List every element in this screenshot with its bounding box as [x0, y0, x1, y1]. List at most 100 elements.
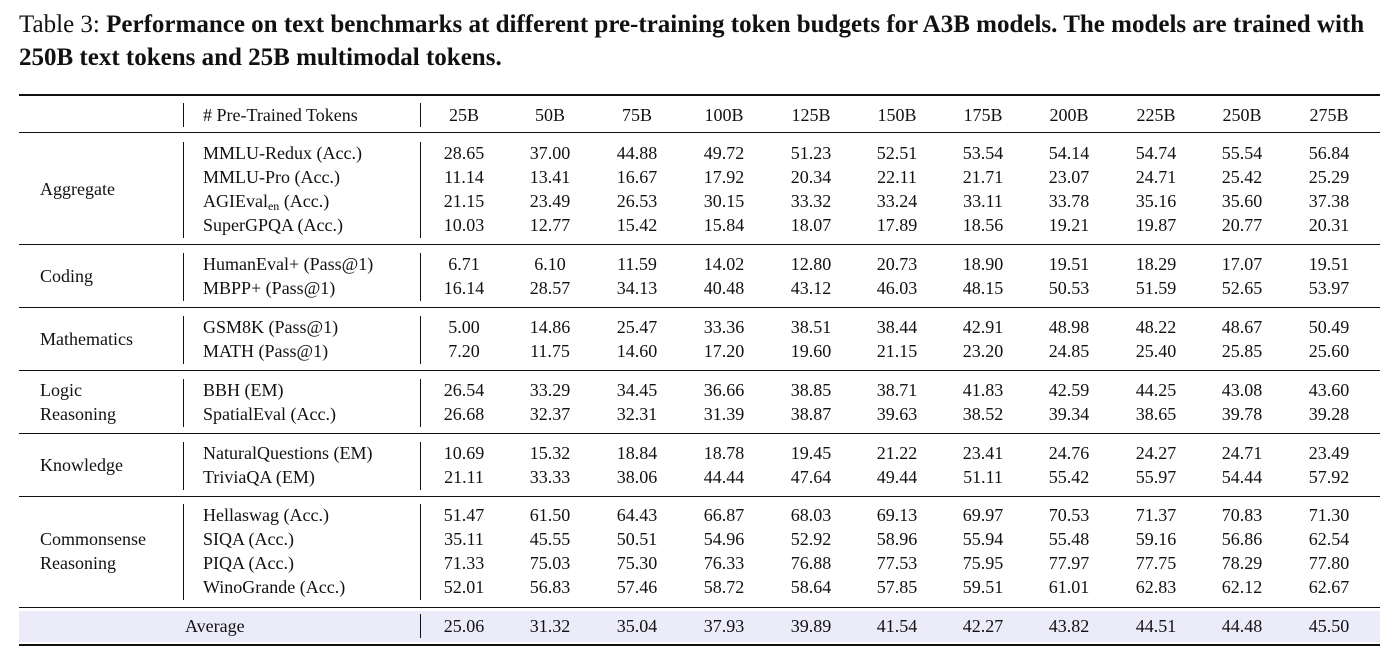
category-label: Coding — [40, 266, 94, 286]
table-cell: 55.54 — [1221, 143, 1263, 163]
table-cell: 38.51 — [790, 317, 832, 337]
table-cell: 20.77 — [1221, 215, 1263, 235]
header-separator-right — [420, 103, 421, 127]
table-cell: 39.78 — [1221, 404, 1263, 424]
table-cell: 24.85 — [1048, 341, 1090, 361]
table-cell: 78.29 — [1221, 553, 1263, 573]
table-cell: 40.48 — [703, 278, 745, 298]
table-cell: 37.00 — [529, 143, 571, 163]
table-cell: 36.66 — [703, 380, 745, 400]
table-cell: 14.02 — [703, 254, 745, 274]
header-budget: 100B — [704, 105, 744, 125]
table-cell: 38.85 — [790, 380, 832, 400]
table-cell: 54.96 — [703, 529, 745, 549]
table-cell: 55.94 — [962, 529, 1004, 549]
table-cell: 25.85 — [1221, 341, 1263, 361]
table-cell: 33.24 — [876, 191, 918, 211]
table-cell: 23.49 — [1308, 443, 1350, 463]
metric-name: SpatialEval (Acc.) — [203, 404, 336, 424]
table-cell: 75.03 — [529, 553, 571, 573]
table-cell: 43.12 — [790, 278, 832, 298]
table-cell: 44.25 — [1135, 380, 1177, 400]
table-cell: 38.71 — [876, 380, 918, 400]
table-cell: 64.43 — [616, 505, 658, 525]
group-separator-left — [183, 442, 184, 490]
header-budget: 75B — [621, 105, 652, 125]
table-cell: 45.55 — [529, 529, 571, 549]
table-cell: 53.54 — [962, 143, 1004, 163]
metric-label: MATH (Pass@1) — [203, 339, 328, 363]
table-cell: 62.67 — [1308, 577, 1350, 597]
table-cell: 35.60 — [1221, 191, 1263, 211]
table-cell: 7.20 — [448, 341, 480, 361]
average-cell: 45.50 — [1308, 616, 1350, 636]
table-cell: 52.51 — [876, 143, 918, 163]
group-rule — [19, 496, 1380, 497]
metric-label: BBH (EM) — [203, 378, 284, 402]
group-separator-left — [183, 504, 184, 600]
table-cell: 24.76 — [1048, 443, 1090, 463]
table-cell: 39.28 — [1308, 404, 1350, 424]
table-cell: 35.11 — [444, 529, 484, 549]
table-cell: 33.78 — [1048, 191, 1090, 211]
table-cell: 38.52 — [962, 404, 1004, 424]
table-cell: 61.50 — [529, 505, 571, 525]
table-cell: 19.45 — [790, 443, 832, 463]
table-cell: 13.41 — [529, 167, 571, 187]
table-cell: 52.65 — [1221, 278, 1263, 298]
table-cell: 61.01 — [1048, 577, 1090, 597]
metric-name: AGIEval — [203, 191, 268, 211]
table-cell: 23.49 — [529, 191, 571, 211]
table-cell: 39.63 — [876, 404, 918, 424]
metric-name: PIQA (Acc.) — [203, 553, 294, 573]
table-cell: 19.51 — [1308, 254, 1350, 274]
table-cell: 31.39 — [703, 404, 745, 424]
table-cell: 54.74 — [1135, 143, 1177, 163]
table-cell: 38.87 — [790, 404, 832, 424]
metric-label: Hellaswag (Acc.) — [203, 503, 329, 527]
group-rule — [19, 607, 1380, 608]
average-cell: 39.89 — [790, 616, 832, 636]
table-cell: 26.68 — [443, 404, 485, 424]
table-cell: 48.15 — [962, 278, 1004, 298]
metric-name: WinoGrande (Acc.) — [203, 577, 346, 597]
category-label: Mathematics — [40, 329, 133, 349]
average-separator — [420, 614, 421, 638]
table-cell: 76.88 — [790, 553, 832, 573]
table-cell: 10.03 — [443, 215, 485, 235]
header-budget: 275B — [1309, 105, 1349, 125]
table-cell: 44.88 — [616, 143, 658, 163]
metric-subscript: en — [267, 199, 280, 213]
table-cell: 75.95 — [962, 553, 1004, 573]
table-cell: 77.97 — [1048, 553, 1090, 573]
table-cell: 33.29 — [529, 380, 571, 400]
table-cell: 18.90 — [962, 254, 1004, 274]
table-cell: 34.13 — [616, 278, 658, 298]
table-cell: 14.86 — [529, 317, 571, 337]
table-cell: 12.80 — [790, 254, 832, 274]
average-cell: 31.32 — [529, 616, 571, 636]
metric-name: SIQA (Acc.) — [203, 529, 294, 549]
table-cell: 17.07 — [1221, 254, 1263, 274]
table-cell: 58.64 — [790, 577, 832, 597]
table-cell: 75.30 — [616, 553, 658, 573]
category-label: Aggregate — [40, 179, 115, 199]
table-cell: 5.00 — [448, 317, 480, 337]
table-cell: 66.87 — [703, 505, 745, 525]
metric-label: NaturalQuestions (EM) — [203, 441, 372, 465]
table-cell: 77.80 — [1308, 553, 1350, 573]
metric-label: AGIEvalen (Acc.) — [203, 189, 329, 213]
table-cell: 25.60 — [1308, 341, 1350, 361]
table-cell: 6.10 — [534, 254, 566, 274]
caption-label: Table 3: — [19, 11, 100, 38]
table-caption: Table 3: Performance on text benchmarks … — [19, 8, 1389, 74]
bottom-rule — [19, 644, 1380, 646]
table-cell: 22.11 — [877, 167, 917, 187]
table-cell: 26.53 — [616, 191, 658, 211]
table-cell: 43.08 — [1221, 380, 1263, 400]
table-cell: 33.32 — [790, 191, 832, 211]
header-budget: 225B — [1136, 105, 1176, 125]
table-cell: 18.56 — [962, 215, 1004, 235]
table-cell: 17.92 — [703, 167, 745, 187]
table-cell: 21.71 — [962, 167, 1004, 187]
